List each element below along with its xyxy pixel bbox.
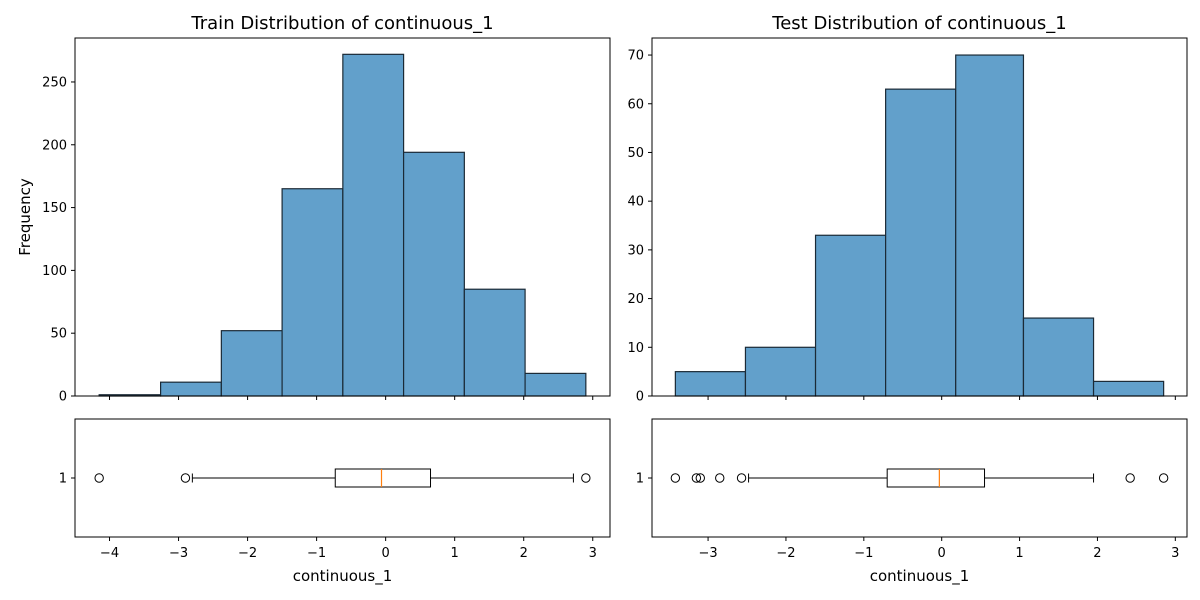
histogram-bar [220, 330, 283, 397]
outlier-point [736, 473, 747, 483]
x-tick-label: −3 [169, 546, 188, 561]
y-tick-label: 150 [42, 201, 67, 216]
y-tick-label: 30 [627, 243, 644, 258]
histogram-bar [402, 151, 465, 397]
histogram-bar [1022, 317, 1095, 397]
test-boxplot-y-ticks: 1 [636, 472, 652, 487]
x-tick-label: −1 [307, 546, 326, 561]
train-boxplot-panel: −4 −3 −2 −1 0 1 2 3 1 continuous_1 [59, 418, 611, 586]
train-boxplot-frame [74, 418, 611, 538]
histogram-bar [955, 54, 1025, 397]
test-histogram-panel: 0 10 20 30 40 50 60 70 Test Distribution of con… [627, 13, 1188, 405]
x-tick-label: 2 [520, 546, 528, 561]
histogram-bar [1092, 380, 1165, 397]
test-histogram-y-ticks: 0 10 20 30 40 50 60 70 [627, 49, 652, 405]
x-tick-label: −2 [776, 546, 795, 561]
y-tick-label: 20 [627, 292, 644, 307]
histogram-bar [160, 381, 222, 397]
x-tick-label: 2 [1093, 546, 1101, 561]
train-histogram-panel: 0 50 100 150 200 250 Train Distribution of co… [16, 13, 611, 405]
outlier-point [581, 473, 591, 483]
y-tick-label: 200 [42, 138, 67, 153]
histogram-bar [814, 234, 887, 397]
test-histogram-frame [651, 37, 1188, 397]
x-tick-label: −2 [238, 546, 257, 561]
outlier-point [691, 473, 702, 483]
x-tick-label: −4 [100, 546, 119, 561]
x-tick-label: 1 [1015, 546, 1023, 561]
histogram-bar [885, 88, 957, 397]
box-iqr [886, 468, 986, 488]
outlier-point [1125, 473, 1135, 483]
x-tick-label: 1 [451, 546, 459, 561]
histogram-bar [744, 346, 817, 397]
histogram-bar [463, 288, 526, 397]
x-tick-label: 0 [938, 546, 946, 561]
y-tick-label: 10 [627, 341, 644, 356]
histogram-bar [342, 53, 405, 397]
test-boxplot-panel: −3 −2 −1 0 1 2 3 1 continuous_1 [636, 418, 1188, 586]
outlier-point [180, 473, 191, 483]
y-tick-label: 0 [636, 390, 644, 405]
y-tick-label: 60 [627, 97, 644, 112]
histogram-bar [674, 371, 747, 397]
test-boxplot-x-axis-label: continuous_1 [870, 567, 970, 586]
test-boxplot-frame [651, 418, 1188, 538]
train-boxplot-y-ticks: 1 [59, 472, 75, 487]
outlier-point [670, 473, 681, 483]
histogram-bar [281, 188, 344, 397]
y-tick-label: 100 [42, 264, 67, 279]
y-tick-label: 50 [627, 146, 644, 161]
train-histogram-bars [98, 53, 587, 397]
histogram-bar [524, 372, 587, 397]
train-boxplot-marks [94, 468, 591, 488]
y-tick-label: 0 [59, 390, 67, 405]
x-tick-label: 3 [589, 546, 597, 561]
outlier-point [94, 473, 104, 483]
y-tick-label: 1 [636, 472, 644, 487]
test-boxplot-x-ticks: −3 −2 −1 0 1 2 3 [698, 537, 1179, 561]
outlier-point [715, 473, 725, 483]
y-tick-label: 40 [627, 195, 644, 210]
train-histogram-y-ticks: 0 50 100 150 200 250 [42, 75, 75, 405]
y-tick-label: 250 [42, 75, 67, 90]
train-boxplot-x-axis-label: continuous_1 [293, 567, 393, 586]
train-histogram-x-ticks [109, 396, 594, 400]
train-boxplot-x-ticks: −4 −3 −2 −1 0 1 2 3 [100, 537, 597, 561]
train-histogram-frame [74, 37, 611, 397]
x-tick-label: −1 [854, 546, 873, 561]
outlier-point [695, 473, 705, 483]
x-tick-label: −3 [698, 546, 717, 561]
x-tick-label: 0 [382, 546, 390, 561]
outlier-point [1158, 473, 1169, 483]
train-histogram-title: Train Distribution of continuous_1 [190, 13, 493, 34]
test-histogram-bars [674, 54, 1165, 397]
test-histogram-title: Test Distribution of continuous_1 [771, 13, 1066, 34]
y-tick-label: 1 [59, 472, 67, 487]
y-tick-label: 50 [50, 327, 67, 342]
x-tick-label: 3 [1171, 546, 1179, 561]
test-boxplot-marks [670, 468, 1169, 488]
box-iqr [334, 468, 432, 488]
y-tick-label: 70 [627, 49, 644, 64]
test-histogram-x-ticks [707, 396, 1176, 400]
train-histogram-y-axis-label: Frequency [16, 178, 34, 256]
